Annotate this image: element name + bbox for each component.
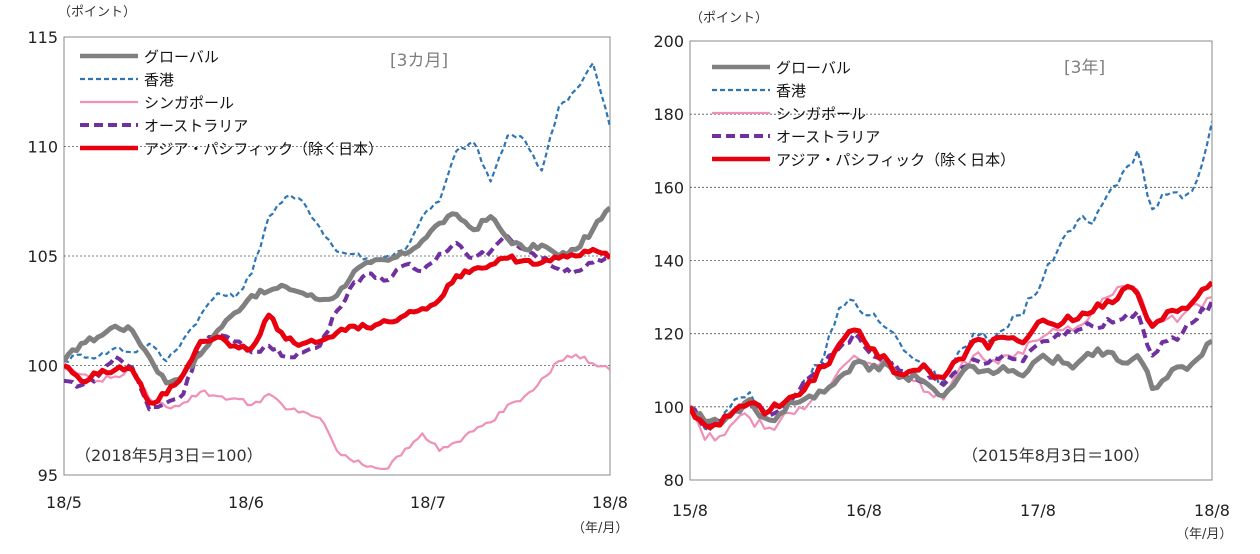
legend-label: グローバル: [776, 59, 851, 77]
y-tick-label: 80: [664, 471, 684, 490]
x-tick-label: 18/5: [46, 493, 82, 512]
x-tick-label: 15/8: [672, 501, 708, 520]
series-line: [690, 299, 1212, 431]
series-line: [64, 246, 610, 406]
legend-label: 香港: [144, 71, 174, 89]
y-tick-label: 105: [27, 247, 58, 266]
y-tick-label: 115: [27, 28, 58, 47]
legend-label: アジア・パシフィック（除く日本）: [776, 151, 1015, 169]
legend-label: オーストラリア: [776, 128, 880, 146]
y-tick-label: 160: [653, 178, 684, 197]
y-tick-label: 95: [38, 466, 58, 485]
x-tick-label: 18/7: [410, 493, 446, 512]
y-tick-label: 180: [653, 105, 684, 124]
legend-label: アジア・パシフィック（除く日本）: [144, 140, 383, 158]
chart-3month: 95 100 105 110 115 18/5 18/6 18/7 18/8 （ポイント） （年/月…: [27, 5, 628, 536]
x-tick-label: 18/8: [592, 493, 628, 512]
base-date-note: （2018年5月3日＝100）: [75, 446, 263, 465]
legend-label: シンガポール: [776, 105, 866, 123]
series-line: [690, 280, 1212, 431]
chart-title: [3カ月]: [390, 51, 448, 71]
legend-label: シンガポール: [144, 94, 234, 112]
x-unit-label: （年/月）: [572, 521, 628, 536]
chart-3year: 80 100 120 140 160 180 200 15/8 16/8 17/8 18/8 （ポイン…: [653, 11, 1232, 542]
y-unit-label: （ポイント）: [690, 11, 768, 26]
x-unit-label: （年/月）: [1176, 527, 1232, 542]
base-date-note: （2015年8月3日＝100）: [962, 446, 1150, 465]
x-tick-label: 17/8: [1020, 501, 1056, 520]
y-tick-label: 100: [653, 398, 684, 417]
legend-label: グローバル: [144, 48, 219, 66]
y-tick-label: 200: [653, 32, 684, 51]
y-tick-label: 140: [653, 252, 684, 271]
y-tick-label: 110: [27, 138, 58, 157]
legend-label: オーストラリア: [144, 117, 248, 135]
y-tick-label: 120: [653, 325, 684, 344]
chart-title: [3年]: [1064, 58, 1105, 78]
series-line: [64, 62, 610, 363]
x-tick-label: 18/6: [228, 493, 264, 512]
legend-label: 香港: [776, 82, 806, 100]
y-tick-label: 100: [27, 357, 58, 376]
x-tick-label: 16/8: [846, 501, 882, 520]
series-line: [690, 338, 1212, 428]
y-unit-label: （ポイント）: [58, 5, 136, 20]
x-tick-label: 18/8: [1194, 501, 1230, 520]
series-line: [64, 234, 610, 412]
series-line: [64, 205, 610, 386]
